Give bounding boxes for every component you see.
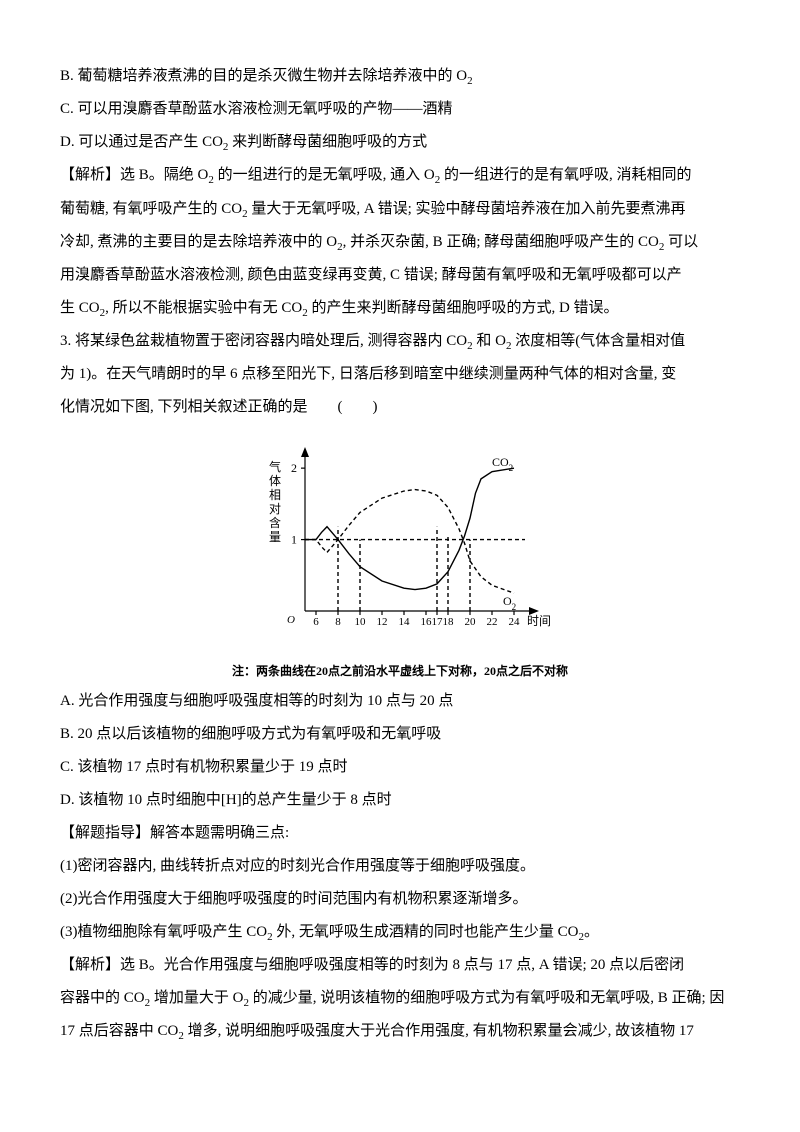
- svg-text:含: 含: [269, 515, 281, 530]
- svg-text:对: 对: [269, 502, 281, 516]
- analysis2-line: 【解析】选 B。光合作用强度与细胞呼吸强度相等的时刻为 8 点与 17 点, A…: [60, 949, 740, 982]
- svg-text:2: 2: [291, 461, 297, 475]
- question-3-line: 为 1)。在天气晴朗时的早 6 点移至阳光下, 日落后移到暗室中继续测量两种气体…: [60, 358, 740, 391]
- analysis-line: 冷却, 煮沸的主要目的是去除培养液中的 O2, 并杀灭杂菌, B 正确; 酵母菌…: [60, 226, 740, 259]
- q3-option-d: D. 该植物 10 点时细胞中[H]的总产生量少于 8 点时: [60, 784, 740, 817]
- svg-text:20: 20: [465, 616, 477, 628]
- svg-text:O2: O2: [503, 594, 516, 612]
- analysis-line: 用溴麝香草酚蓝水溶液检测, 颜色由蓝变绿再变黄, C 错误; 酵母菌有氧呼吸和无…: [60, 259, 740, 292]
- svg-text:时间(h): 时间(h): [527, 614, 550, 628]
- guide-line: (3)植物细胞除有氧呼吸产生 CO2 外, 无氧呼吸生成酒精的同时也能产生少量 …: [60, 916, 740, 949]
- analysis2-line: 容器中的 CO2 增加量大于 O2 的减少量, 说明该植物的细胞呼吸方式为有氧呼…: [60, 982, 740, 1015]
- q3-option-c: C. 该植物 17 点时有机物积累量少于 19 点时: [60, 751, 740, 784]
- analysis-line: 葡萄糖, 有氧呼吸产生的 CO2 量大于无氧呼吸, A 错误; 实验中酵母菌培养…: [60, 193, 740, 226]
- svg-text:17: 17: [432, 616, 444, 628]
- svg-text:6: 6: [313, 616, 319, 628]
- svg-text:16: 16: [421, 616, 433, 628]
- svg-text:相: 相: [269, 488, 281, 502]
- q3-option-b: B. 20 点以后该植物的细胞呼吸方式为有氧呼吸和无氧呼吸: [60, 718, 740, 751]
- analysis-line: 生 CO2, 所以不能根据实验中有无 CO2 的产生来判断酵母菌细胞呼吸的方式,…: [60, 292, 740, 325]
- option-b: B. 葡萄糖培养液煮沸的目的是杀灭微生物并去除培养液中的 O2: [60, 60, 740, 93]
- svg-text:气: 气: [269, 459, 281, 474]
- svg-text:1: 1: [291, 533, 297, 547]
- guide-line: (2)光合作用强度大于细胞呼吸强度的时间范围内有机物积累逐渐增多。: [60, 883, 740, 916]
- chart-caption: 注：两条曲线在20点之前沿水平虚线上下对称，20点之后不对称: [60, 658, 740, 684]
- option-d: D. 可以通过是否产生 CO2 来判断酵母菌细胞呼吸的方式: [60, 126, 740, 159]
- svg-text:14: 14: [399, 616, 411, 628]
- question-3-line: 化情况如下图, 下列相关叙述正确的是 ( ): [60, 391, 740, 424]
- svg-text:8: 8: [335, 616, 341, 628]
- guide-line: 【解题指导】解答本题需明确三点:: [60, 817, 740, 850]
- svg-text:12: 12: [377, 616, 388, 628]
- svg-text:22: 22: [487, 616, 498, 628]
- analysis2-line: 17 点后容器中 CO2 增多, 说明细胞呼吸强度大于光合作用强度, 有机物积累…: [60, 1015, 740, 1048]
- svg-text:24: 24: [509, 616, 521, 628]
- guide-line: (1)密闭容器内, 曲线转折点对应的时刻光合作用强度等于细胞呼吸强度。: [60, 850, 740, 883]
- analysis-line: 【解析】选 B。隔绝 O2 的一组进行的是无氧呼吸, 通入 O2 的一组进行的是…: [60, 159, 740, 192]
- option-c: C. 可以用溴麝香草酚蓝水溶液检测无氧呼吸的产物——酒精: [60, 93, 740, 126]
- svg-text:量: 量: [269, 530, 281, 544]
- question-3: 3. 将某绿色盆栽植物置于密闭容器内暗处理后, 测得容器内 CO2 和 O2 浓…: [60, 325, 740, 358]
- svg-text:体: 体: [269, 474, 281, 488]
- gas-chart: 6810121416171820222412OCO2O2时间(h)气体相对含量: [250, 436, 550, 646]
- q3-option-a: A. 光合作用强度与细胞呼吸强度相等的时刻为 10 点与 20 点: [60, 685, 740, 718]
- svg-text:18: 18: [443, 616, 455, 628]
- svg-text:10: 10: [355, 616, 367, 628]
- svg-text:O: O: [287, 614, 295, 626]
